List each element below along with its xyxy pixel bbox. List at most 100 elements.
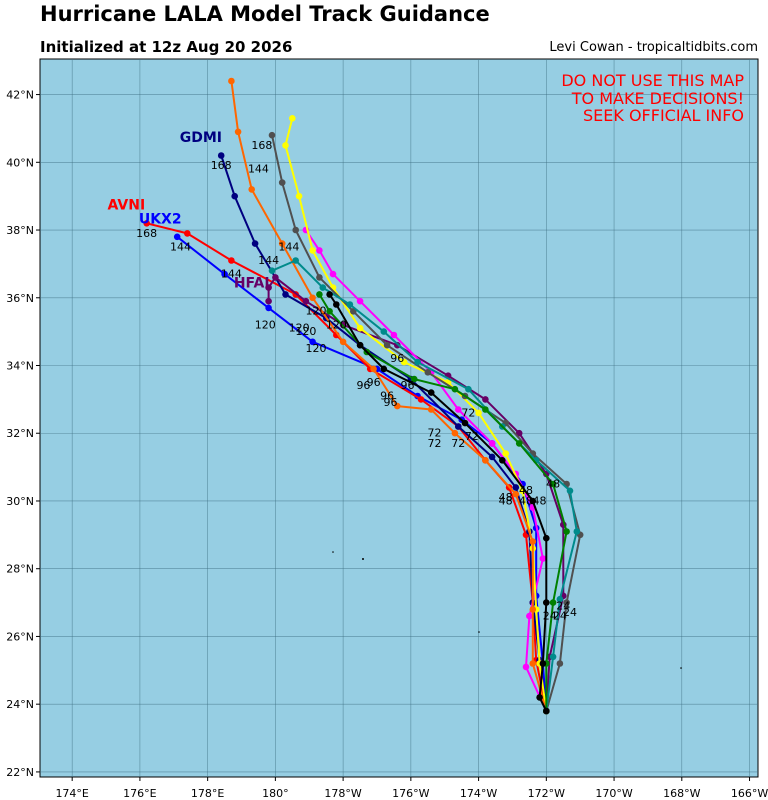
track-point <box>475 409 482 417</box>
track-point <box>265 304 272 312</box>
track-point <box>512 484 520 491</box>
track-point <box>278 240 286 247</box>
track-point <box>268 131 276 139</box>
track-point <box>543 534 550 542</box>
credit: Levi Cowan - tropicaltidbits.com <box>549 40 758 55</box>
forecast-hour-label: 96 <box>367 376 381 389</box>
track-point <box>529 497 537 505</box>
track-point <box>529 538 537 545</box>
track-point <box>309 247 316 254</box>
islands <box>332 551 682 669</box>
track-point <box>424 369 432 376</box>
track-point <box>529 606 537 613</box>
graticule <box>40 59 758 777</box>
track-point <box>251 240 259 247</box>
lat-tick-label: 24°N <box>6 698 34 711</box>
forecast-hour-label: 72 <box>465 430 479 443</box>
lat-tick-label: 22°N <box>6 766 34 779</box>
track-point <box>295 192 303 200</box>
track-point <box>451 385 459 393</box>
lon-tick-label: 174°E <box>55 787 88 800</box>
axis-tick-labels: 174°E 176°E 178°E 180° 178°W 176°W 174°W 172°W 1… <box>6 89 768 800</box>
track-point <box>316 247 323 254</box>
forecast-hour-label: 120 <box>295 325 316 338</box>
forecast-hour-label: 72 <box>428 427 442 440</box>
warning-line-2: TO MAKE DECISIONS! <box>571 89 744 108</box>
track-point <box>549 599 557 606</box>
lat-tick-label: 38°N <box>6 224 34 237</box>
track-point <box>316 291 323 298</box>
track-point <box>417 396 425 403</box>
track-point <box>329 270 337 278</box>
forecast-hour-label: 144 <box>221 267 242 280</box>
track-point <box>326 291 333 298</box>
warning-line-3: SEEK OFFICIAL INFO <box>583 106 744 125</box>
track-point <box>346 301 354 308</box>
track-point <box>383 341 391 349</box>
track-point <box>455 423 462 430</box>
lon-tick-label: 166°W <box>731 787 768 800</box>
track-point <box>228 257 235 264</box>
lon-tick-label: 176°E <box>123 787 156 800</box>
forecast-hour-label: 168 <box>136 227 157 240</box>
track-point <box>292 226 300 234</box>
track-point <box>427 406 435 413</box>
track-point <box>451 429 459 437</box>
lat-tick-label: 32°N <box>6 427 34 440</box>
track-point <box>410 375 418 383</box>
track-point <box>414 358 421 366</box>
lon-tick-label: 170°W <box>595 787 632 800</box>
track-point <box>380 365 388 373</box>
lon-tick-label: 172°W <box>528 787 565 800</box>
track-point <box>566 487 574 495</box>
track-point <box>316 274 323 281</box>
forecast-hour-label: 96 <box>390 352 404 365</box>
forecast-hour-label: 168 <box>251 139 272 152</box>
track-point <box>549 480 557 488</box>
lon-tick-label: 178°W <box>324 787 361 800</box>
track-point <box>248 186 255 193</box>
track-point <box>234 128 242 136</box>
forecast-hour-label: 48 <box>499 494 513 507</box>
track-point <box>292 257 300 264</box>
lon-tick-label: 178°E <box>191 787 224 800</box>
track-point <box>356 297 364 305</box>
track-point <box>556 595 564 603</box>
forecast-hour-label: 96 <box>380 389 394 402</box>
forecast-hour-label: 24 <box>556 599 570 612</box>
track-point <box>522 663 530 671</box>
track-point <box>482 396 489 403</box>
track-point <box>333 301 340 308</box>
warning-line-1: DO NOT USE THIS MAP <box>561 71 744 90</box>
track-point <box>282 291 289 298</box>
track-point <box>512 490 520 498</box>
track-point <box>556 660 564 667</box>
track-point <box>488 453 496 461</box>
track-point <box>339 338 347 346</box>
track-point <box>543 599 550 606</box>
track-point <box>282 142 289 149</box>
forecast-hour-label: 24 <box>553 610 567 623</box>
track-point <box>482 406 489 413</box>
track-point <box>326 308 333 315</box>
forecast-hour-label: 96 <box>400 379 414 392</box>
lat-tick-label: 34°N <box>6 360 34 373</box>
track-point <box>499 457 506 464</box>
track-point <box>278 179 286 186</box>
track-point <box>184 230 191 237</box>
forecast-hour-label: 96 <box>356 379 370 392</box>
lat-tick-label: 30°N <box>6 495 34 508</box>
model-name-label: UKX2 <box>139 211 182 227</box>
model-track-line <box>230 80 548 712</box>
lon-tick-label: 180° <box>262 787 289 800</box>
forecast-hour-label: 120 <box>326 318 347 331</box>
track-point <box>536 694 543 701</box>
track-point <box>221 270 228 278</box>
track-point <box>465 385 472 393</box>
forecast-hour-label: 72 <box>461 406 475 419</box>
forecast-hour-label: 96 <box>384 396 398 409</box>
forecast-hour-label: 120 <box>289 322 310 335</box>
